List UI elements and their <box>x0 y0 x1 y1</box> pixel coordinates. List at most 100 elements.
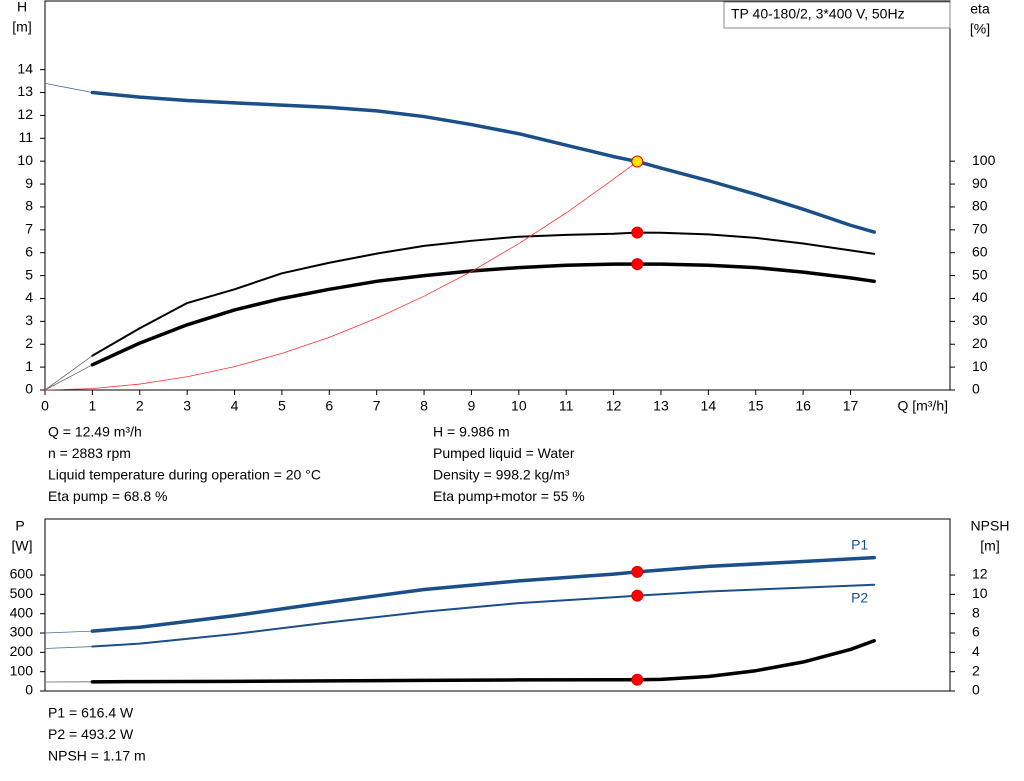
y-tick-label: 3 <box>25 312 33 328</box>
x-tick-label: 4 <box>231 398 239 414</box>
x-tick-label: 15 <box>748 398 764 414</box>
y-tick-label: 200 <box>10 643 34 659</box>
title-box <box>723 1 951 29</box>
y2-axis-label: [%] <box>970 21 990 37</box>
y2-tick-label: 10 <box>972 358 988 374</box>
curve <box>90 90 876 234</box>
plot-frame <box>44 518 951 692</box>
x-tick-label: 2 <box>136 398 144 414</box>
x-tick-label: 13 <box>653 398 669 414</box>
y-tick-label: 10 <box>17 152 33 168</box>
y-tick-label: 14 <box>17 60 33 76</box>
y2-tick-label: 12 <box>972 566 988 582</box>
y-tick-label: 100 <box>10 662 34 678</box>
curve <box>91 583 876 648</box>
duty-point <box>631 226 644 239</box>
y-axis-label: H <box>17 0 27 15</box>
y-tick-label: 4 <box>25 289 33 305</box>
y-tick-label: 600 <box>10 566 34 582</box>
x-tick-label: 0 <box>41 398 49 414</box>
y-tick-label: 500 <box>10 585 34 601</box>
curve <box>44 646 93 649</box>
annotation: Liquid temperature during operation = 20… <box>48 467 321 483</box>
annotation: P2 = 493.2 W <box>48 726 134 742</box>
annotation: NPSH = 1.17 m <box>48 748 146 764</box>
curve-label: P1 <box>851 536 868 552</box>
y2-tick-label: 8 <box>972 604 980 620</box>
y-tick-label: 1 <box>25 358 33 374</box>
annotation: H = 9.986 m <box>433 424 510 440</box>
y-tick-label: 12 <box>17 106 33 122</box>
curve <box>90 639 876 684</box>
x-tick-label: 1 <box>88 398 96 414</box>
y-tick-label: 0 <box>25 682 33 698</box>
duty-point <box>631 155 644 168</box>
x-tick-label: 7 <box>373 398 381 414</box>
duty-point <box>631 589 644 602</box>
chart-title: TP 40-180/2, 3*400 V, 50Hz <box>731 6 905 22</box>
y2-tick-label: 0 <box>972 682 980 698</box>
y2-tick-label: 4 <box>972 643 980 659</box>
x-tick-label: 10 <box>511 398 527 414</box>
y-tick-label: 7 <box>25 221 33 237</box>
y-tick-label: 2 <box>25 335 33 351</box>
y-tick-label: 6 <box>25 243 33 259</box>
curve <box>44 161 638 391</box>
x-tick-label: 3 <box>183 398 191 414</box>
annotation: Pumped liquid = Water <box>433 445 575 461</box>
annotation: Q = 12.49 m³/h <box>48 424 142 440</box>
annotation: Eta pump+motor = 55 % <box>433 488 585 504</box>
plot-frame <box>44 0 951 391</box>
y2-tick-label: 70 <box>972 221 988 237</box>
annotation: Eta pump = 68.8 % <box>48 488 167 504</box>
y-axis-label: [W] <box>12 538 33 554</box>
curve-label: P2 <box>851 589 868 605</box>
x-tick-label: 17 <box>843 398 859 414</box>
x-axis-label: Q [m³/h] <box>897 398 948 414</box>
y-tick-label: 13 <box>17 83 33 99</box>
y2-tick-label: 50 <box>972 266 988 282</box>
y2-axis-label: [m] <box>980 538 999 554</box>
y2-tick-label: 20 <box>972 335 988 351</box>
y2-tick-label: 0 <box>972 381 980 397</box>
y-axis-label: [m] <box>12 19 31 35</box>
x-tick-label: 6 <box>325 398 333 414</box>
duty-point <box>631 673 644 686</box>
x-tick-label: 12 <box>606 398 622 414</box>
y2-tick-label: 60 <box>972 243 988 259</box>
x-tick-label: 8 <box>420 398 428 414</box>
annotation: P1 = 616.4 W <box>48 705 134 721</box>
curve <box>44 82 93 93</box>
x-tick-label: 11 <box>559 398 574 414</box>
curve <box>44 630 93 634</box>
curve <box>91 231 876 357</box>
y2-tick-label: 80 <box>972 198 988 214</box>
y2-tick-label: 40 <box>972 289 988 305</box>
y-tick-label: 5 <box>25 266 33 282</box>
y2-tick-label: 90 <box>972 175 988 191</box>
curve <box>44 355 93 391</box>
y2-tick-label: 10 <box>972 585 988 601</box>
x-tick-label: 9 <box>468 398 476 414</box>
y-tick-label: 8 <box>25 198 33 214</box>
y-tick-label: 11 <box>18 129 33 145</box>
y2-tick-label: 30 <box>972 312 988 328</box>
y2-axis-label: eta <box>970 1 990 17</box>
duty-point <box>631 258 644 271</box>
y-tick-label: 300 <box>10 624 34 640</box>
y-tick-label: 400 <box>10 604 34 620</box>
y2-tick-label: 6 <box>972 624 980 640</box>
annotation: Density = 998.2 kg/m³ <box>433 467 570 483</box>
duty-point <box>631 565 644 578</box>
y2-tick-label: 100 <box>972 152 996 168</box>
x-tick-label: 16 <box>795 398 811 414</box>
y2-tick-label: 2 <box>972 662 980 678</box>
annotation: n = 2883 rpm <box>48 445 131 461</box>
y2-axis-label: NPSH <box>971 518 1010 534</box>
curve <box>44 364 93 391</box>
curve <box>90 555 876 633</box>
x-tick-label: 5 <box>278 398 286 414</box>
y-axis-label: P <box>15 518 24 534</box>
y-tick-label: 9 <box>25 175 33 191</box>
